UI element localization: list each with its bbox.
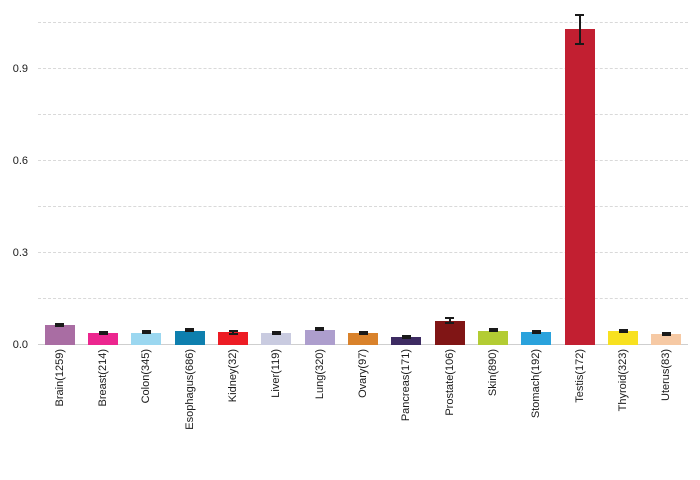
bar-testis [564,29,595,345]
x-label-slot: Pancreas(171) [385,349,428,477]
errorbar-brain [55,322,65,328]
x-tick-label-colon: Colon(345) [140,349,153,404]
x-label-slot: Breast(214) [81,349,124,477]
bar-colon [131,332,162,345]
x-label-slot: Uterus(83) [645,349,688,477]
errorbar-lung [315,326,325,331]
x-label-slot: Brain(1259) [38,349,81,477]
bar-stomach [521,332,552,345]
x-label-slot: Prostate(106) [428,349,471,477]
errorbar-esophagus [185,328,195,333]
errorbar-kidney [228,329,238,335]
gridline [38,68,688,70]
x-tick-label-brain: Brain(1259) [53,349,66,407]
gridline [38,298,688,300]
x-label-slot: Skin(890) [471,349,514,477]
x-tick-label-uterus: Uterus(83) [660,349,673,401]
x-tick-label-esophagus: Esophagus(686) [183,349,196,430]
errorbar-prostate [445,317,455,324]
bar-kidney [218,332,248,345]
errorbar-colon [141,329,151,334]
y-tick-label: 0.3 [12,247,28,260]
errorbar-breast [98,330,108,335]
errorbar-liver [271,330,281,335]
x-tick-label-thyroid: Thyroid(323) [616,349,629,412]
x-tick-label-pancreas: Pancreas(171) [400,349,413,422]
x-tick-label-skin: Skin(890) [486,349,499,397]
gridline [38,206,688,208]
bar-brain [44,325,75,345]
plot-area [38,8,688,345]
bar-breast [88,333,118,345]
x-label-slot: Ovary(97) [341,349,384,477]
bar-prostate [434,320,465,345]
x-tick-label-lung: Lung(320) [313,349,326,400]
bar-ovary [348,332,378,345]
errorbar-stomach [531,329,541,334]
x-label-slot: Colon(345) [125,349,168,477]
gridline [38,160,688,162]
x-axis-labels: Brain(1259) Breast(214) Colon(345) Esophagu… [38,349,688,477]
x-label-slot: Thyroid(323) [601,349,644,477]
x-label-slot: Testis(172) [558,349,601,477]
errorbar-uterus [661,332,671,337]
y-tick-label: 0.9 [12,63,28,76]
bar-liver [261,332,292,345]
y-tick-label: 0.6 [12,155,28,168]
x-label-slot: Liver(119) [255,349,298,477]
errorbar-testis [575,14,585,45]
y-tick-label: 0.0 [12,339,28,351]
bar-esophagus [174,331,205,345]
errorbar-ovary [358,330,368,335]
x-tick-label-ovary: Ovary(97) [356,349,369,398]
x-tick-label-breast: Breast(214) [96,349,109,407]
x-tick-label-testis: Testis(172) [573,349,586,403]
bar-skin [478,331,508,345]
x-label-slot: Kidney(32) [211,349,254,477]
gridline [38,252,688,254]
gridline [38,22,688,24]
x-tick-label-kidney: Kidney(32) [226,349,239,403]
x-tick-label-prostate: Prostate(106) [443,349,456,416]
bar-pancreas [391,337,422,345]
x-tick-label-liver: Liver(119) [270,349,283,398]
errorbar-pancreas [401,334,411,339]
x-label-slot: Esophagus(686) [168,349,211,477]
x-label-slot: Stomach(192) [515,349,558,477]
errorbar-thyroid [618,328,628,333]
bar-uterus [651,334,682,345]
gridline [38,114,688,116]
bar-lung [304,329,335,345]
bar-thyroid [608,331,638,345]
y-axis: 0.0 0.3 0.6 0.9 [0,8,32,351]
x-label-slot: Lung(320) [298,349,341,477]
x-tick-label-stomach: Stomach(192) [530,349,543,419]
errorbar-skin [488,328,498,333]
